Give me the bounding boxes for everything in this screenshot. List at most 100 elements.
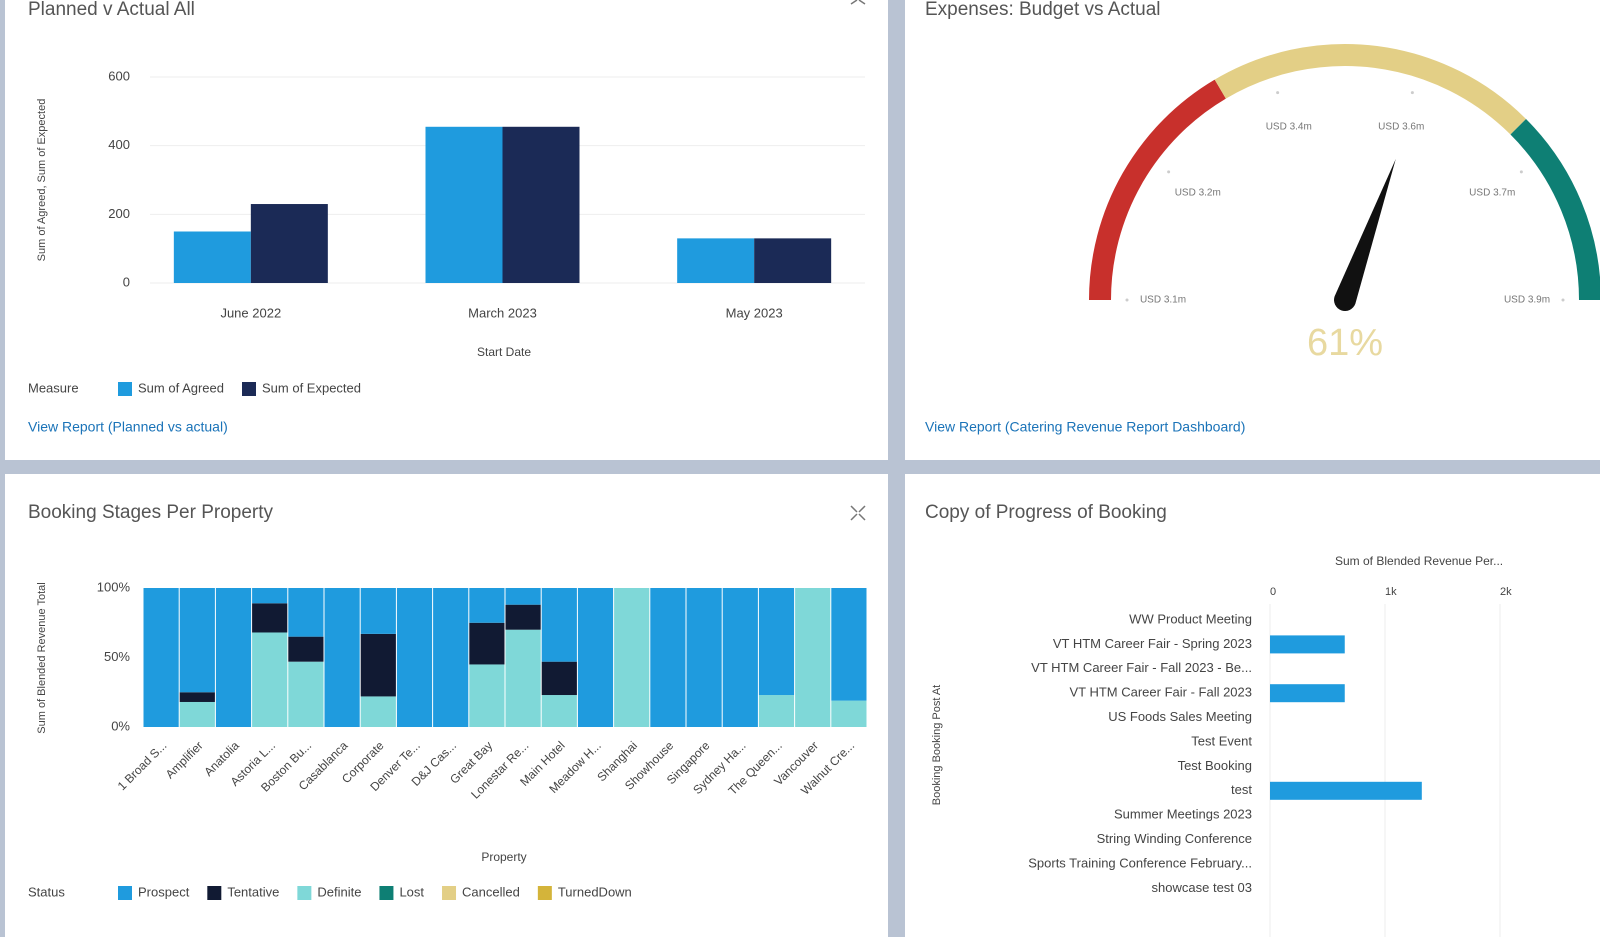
legend-label: Prospect xyxy=(138,884,190,899)
bar-segment xyxy=(252,632,288,727)
legend-title: Measure xyxy=(28,380,79,395)
bar-segment xyxy=(758,695,795,727)
panel xyxy=(905,474,1600,937)
x-axis-label: Sum of Blended Revenue Per... xyxy=(1335,554,1503,568)
y-tick-label: 0 xyxy=(123,274,130,289)
bar-segment xyxy=(505,604,541,630)
y-tick-label: showcase test 03 xyxy=(1152,880,1252,895)
y-tick-label: US Foods Sales Meeting xyxy=(1108,709,1252,724)
legend-swatch xyxy=(118,382,132,396)
y-tick-label: Summer Meetings 2023 xyxy=(1114,807,1252,822)
y-tick-label: 600 xyxy=(108,68,130,83)
bar-segment xyxy=(505,629,541,727)
y-tick-label: 100% xyxy=(97,579,131,594)
y-tick-label: 0% xyxy=(111,718,130,733)
x-axis-label: Start Date xyxy=(477,345,531,359)
bar-segment xyxy=(577,588,614,727)
chart-title: Expenses: Budget vs Actual xyxy=(925,0,1161,20)
bar-segment xyxy=(831,700,867,727)
view-report-link[interactable]: View Report (Planned vs actual) xyxy=(28,419,228,435)
bar xyxy=(1270,635,1345,654)
bar-segment xyxy=(179,701,215,727)
bar-segment xyxy=(179,692,215,702)
legend-title: Status xyxy=(28,884,65,899)
y-tick-label: String Winding Conference xyxy=(1097,831,1252,846)
view-report-link[interactable]: View Report (Catering Revenue Report Das… xyxy=(925,419,1245,435)
gauge-needle xyxy=(1334,158,1396,311)
legend-swatch xyxy=(379,886,394,900)
legend-swatch xyxy=(537,886,552,900)
bar-segment xyxy=(505,588,541,605)
bar-segment xyxy=(469,622,505,665)
y-tick-label: VT HTM Career Fair - Fall 2023 xyxy=(1069,685,1252,700)
gauge-tick xyxy=(1125,298,1129,302)
chart-title: Copy of Progress of Booking xyxy=(925,502,1167,523)
y-tick-label: VT HTM Career Fair - Fall 2023 - Be... xyxy=(1031,660,1252,675)
legend-label: Lost xyxy=(399,884,424,899)
bar xyxy=(1270,684,1345,703)
y-tick-label: WW Product Meeting xyxy=(1129,611,1252,626)
y-tick-label: Sports Training Conference February... xyxy=(1028,855,1252,870)
legend-label: Sum of Agreed xyxy=(138,380,224,395)
chart-title: Booking Stages Per Property xyxy=(28,502,274,523)
bar-segment xyxy=(179,588,215,693)
x-axis-label: Property xyxy=(481,850,526,864)
x-tick-label: 2k xyxy=(1500,586,1512,598)
bar-segment xyxy=(650,588,686,727)
bar xyxy=(173,231,251,283)
x-tick-label: 0 xyxy=(1270,586,1276,598)
gauge-band xyxy=(1214,44,1527,135)
bar-segment xyxy=(831,588,867,701)
y-tick-label: 200 xyxy=(108,206,130,221)
bar xyxy=(1270,781,1422,800)
bar-segment xyxy=(215,588,252,727)
gauge-tick xyxy=(1276,91,1280,95)
gauge-tick xyxy=(1561,298,1565,302)
bar-segment xyxy=(469,588,505,623)
y-tick-label: 50% xyxy=(104,649,130,664)
y-tick-label: VT HTM Career Fair - Spring 2023 xyxy=(1053,636,1252,651)
bar-segment xyxy=(288,588,324,637)
legend-swatch xyxy=(207,886,222,900)
bar-segment xyxy=(614,588,650,727)
expand-icon[interactable] xyxy=(850,0,866,521)
gauge-tick xyxy=(1410,91,1414,95)
legend-label: Definite xyxy=(317,884,361,899)
gauge-tick xyxy=(1167,170,1171,174)
bar-segment xyxy=(324,588,360,727)
bar-segment xyxy=(252,603,288,633)
gauge-band xyxy=(1089,79,1226,301)
y-tick-label: test xyxy=(1231,782,1252,797)
bar-segment xyxy=(541,661,577,696)
bar-segment xyxy=(433,588,469,727)
y-tick-label: Test Event xyxy=(1191,733,1252,748)
y-tick-label: 400 xyxy=(108,137,130,152)
legend-label: Cancelled xyxy=(462,884,520,899)
x-tick-label: June 2022 xyxy=(220,305,281,320)
bar-segment xyxy=(396,588,433,727)
bar-segment xyxy=(360,588,396,634)
x-tick-label: 1k xyxy=(1385,586,1397,598)
legend-swatch xyxy=(297,886,312,900)
chart-title: Planned v Actual All xyxy=(28,0,195,20)
bar xyxy=(250,204,328,283)
legend-label: Tentative xyxy=(227,884,279,899)
x-tick-label: March 2023 xyxy=(468,305,537,320)
legend-label: Sum of Expected xyxy=(262,380,361,395)
bar xyxy=(502,126,580,284)
bar xyxy=(754,238,832,283)
y-axis-label: Booking Booking Post At xyxy=(931,685,943,805)
gauge-tick-label: USD 3.6m xyxy=(1378,122,1424,133)
bar-segment xyxy=(360,696,396,727)
bar-segment xyxy=(722,588,758,727)
y-axis-label: Sum of Blended Revenue Total xyxy=(36,582,48,733)
gauge-band xyxy=(1510,118,1600,301)
bar-segment xyxy=(686,588,722,727)
gauge-tick-label: USD 3.1m xyxy=(1140,295,1186,306)
bar-segment xyxy=(758,588,795,696)
bar xyxy=(677,238,755,283)
legend-swatch xyxy=(118,886,132,900)
bar-segment xyxy=(288,636,324,662)
